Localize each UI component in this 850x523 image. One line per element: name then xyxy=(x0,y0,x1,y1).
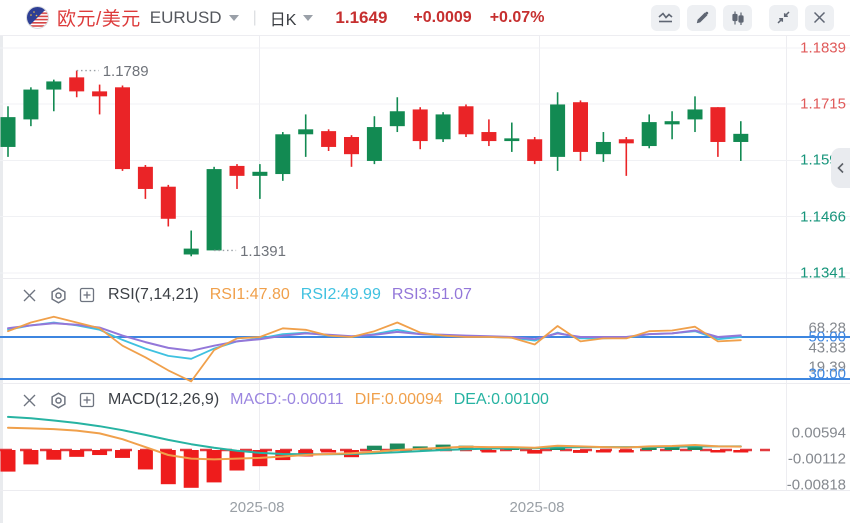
candlestick-chart-surface[interactable]: 1.1789 1.1391 xyxy=(0,36,850,278)
macd-chart-surface[interactable] xyxy=(0,384,850,490)
rsi-axis-label: 50.00 xyxy=(808,328,846,346)
rsi-close-icon[interactable] xyxy=(20,286,38,304)
axis-collapse-tab[interactable] xyxy=(831,148,850,188)
rsi1-value: RSI1:47.80 xyxy=(209,286,290,303)
chart-header: 欧元/美元 EURUSD | 日K 1.1649 +0.0009 +0.07% xyxy=(0,0,850,36)
rsi3-value: RSI3:51.07 xyxy=(391,286,472,303)
rsi-panel: RSI(7,14,21) RSI1:47.80 RSI2:49.99 RSI3:… xyxy=(0,278,850,383)
macd-add-indicator-icon[interactable] xyxy=(78,391,96,409)
pair-name-cn: 欧元/美元 xyxy=(57,9,141,30)
rsi-chart-surface[interactable] xyxy=(0,279,850,383)
price-axis-label: 1.1715 xyxy=(800,95,846,113)
collapse-icon[interactable] xyxy=(769,4,798,31)
chevron-left-icon xyxy=(836,162,844,174)
rsi-axis-label: 43.83 xyxy=(808,339,846,357)
macd-value: MACD:-0.00011 xyxy=(230,391,344,408)
price-annotation: 1.1391 xyxy=(240,243,286,260)
last-price: 1.1649 xyxy=(335,7,388,27)
rsi-axis-label: 30.00 xyxy=(808,365,846,383)
draw-icon[interactable] xyxy=(687,4,716,31)
header-divider: | xyxy=(252,8,257,26)
macd-panel: MACD(12,26,9) MACD:-0.00011 DIF:0.00094 … xyxy=(0,383,850,494)
pair-dropdown-caret-icon[interactable] xyxy=(228,14,239,21)
macd-title: MACD(12,26,9) xyxy=(108,391,220,408)
rsi-settings-gear-icon[interactable] xyxy=(49,286,67,304)
rsi-axis-label: 19.39 xyxy=(808,358,846,376)
dea-value: DEA:0.00100 xyxy=(453,391,549,408)
macd-axis-label: -0.00818 xyxy=(786,476,846,494)
indicator-line-icon[interactable] xyxy=(651,4,680,31)
time-axis-label: 2025-08 xyxy=(229,499,285,516)
rsi2-value: RSI2:49.99 xyxy=(300,286,381,303)
macd-axis-label: -0.00112 xyxy=(787,450,846,468)
rsi-panel-header: RSI(7,14,21) RSI1:47.80 RSI2:49.99 RSI3:… xyxy=(20,286,472,304)
dif-value: DIF:0.00094 xyxy=(354,391,443,408)
candlestick-style-icon[interactable] xyxy=(723,4,752,31)
macd-close-icon[interactable] xyxy=(20,391,38,409)
price-change-percent: +0.07% xyxy=(489,8,545,26)
timeframe-selector[interactable]: 日K xyxy=(269,11,297,29)
eurusd-pair-flag-icon xyxy=(26,6,49,29)
rsi-title: RSI(7,14,21) xyxy=(108,286,199,303)
left-edge-strip xyxy=(0,0,3,523)
price-axis-label: 1.1466 xyxy=(800,208,846,226)
macd-settings-gear-icon[interactable] xyxy=(49,391,67,409)
rsi-axis-label: 68.28 xyxy=(808,319,846,337)
price-annotation: 1.1789 xyxy=(103,63,149,80)
time-axis-label: 2025-08 xyxy=(509,499,565,516)
chart-toolbar xyxy=(651,4,834,31)
price-change: +0.0009 xyxy=(413,8,472,26)
price-axis-label: 1.1341 xyxy=(800,264,846,282)
time-axis: 2025-08 2025-08 xyxy=(0,490,850,523)
macd-panel-header: MACD(12,26,9) MACD:-0.00011 DIF:0.00094 … xyxy=(20,391,549,409)
price-axis-label: 1.1839 xyxy=(800,39,846,57)
close-icon[interactable] xyxy=(805,4,834,31)
macd-axis-label: 0.00594 xyxy=(791,424,846,442)
rsi-add-indicator-icon[interactable] xyxy=(78,286,96,304)
pair-code[interactable]: EURUSD xyxy=(149,7,222,27)
timeframe-dropdown-caret-icon[interactable] xyxy=(303,14,314,21)
candlestick-panel: 1.1789 1.1391 1.1839 1.1715 1.1590 1.1466 1.1… xyxy=(0,36,850,282)
